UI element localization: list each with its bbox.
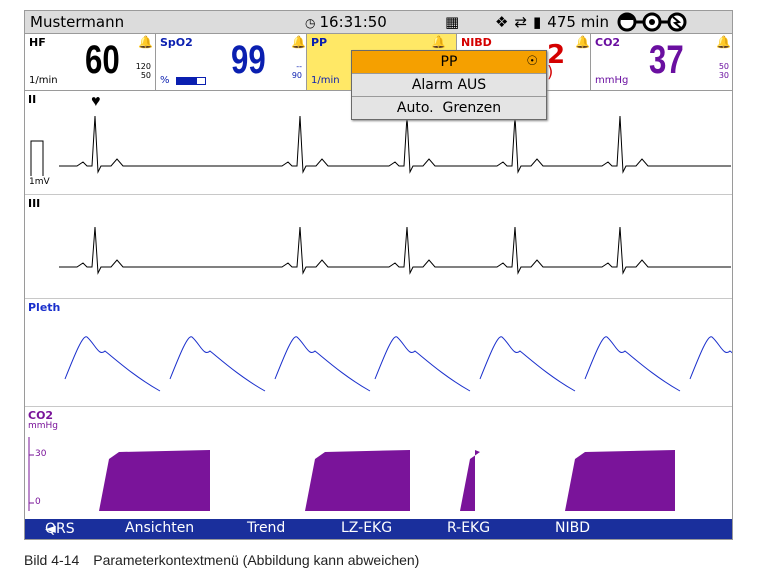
wave-ecg-iii-label: III xyxy=(28,197,41,210)
wave-co2-unit: mmHg xyxy=(28,421,59,431)
param-co2-unit: mmHg xyxy=(595,75,629,86)
pleth-trace xyxy=(64,336,732,392)
param-nibd-name: NIBD xyxy=(461,36,492,49)
param-nibd[interactable]: NIBD 2 ) 🔔 xyxy=(457,34,591,90)
param-nibd-fragment: 2 xyxy=(547,40,566,70)
wave-ecg-ii[interactable]: II ♥ 1mV xyxy=(25,91,732,195)
param-co2-low: 30 xyxy=(718,71,729,80)
param-pp-name: PP xyxy=(311,36,328,49)
bell-icon: 🔔 xyxy=(716,35,731,49)
param-spo2-value: 99 xyxy=(231,38,266,82)
param-spo2-unit: % xyxy=(160,75,170,86)
clock-time: 16:31:50 xyxy=(319,13,387,31)
param-spo2-limits: -- 90 xyxy=(280,62,302,80)
clock: ◷ 16:31:50 xyxy=(305,13,387,31)
menu-lz-ekg[interactable]: LZ-EKG xyxy=(341,520,393,536)
param-spo2-high: -- xyxy=(296,62,302,71)
monitor-screen: Mustermann ◷ 16:31:50 ▦ ❖ ⇄ ▮ 475 min xyxy=(24,10,733,540)
figure-caption-text: Parameterkontextmenü (Abbildung kann abw… xyxy=(93,552,420,568)
clock-icon: ◷ xyxy=(305,16,316,30)
menu-qrs-label: QRS xyxy=(45,521,75,537)
param-co2-limits: 50 30 xyxy=(707,62,729,80)
top-status-bar: Mustermann ◷ 16:31:50 ▦ ❖ ⇄ ▮ 475 min xyxy=(25,11,732,34)
param-hf-unit: 1/min xyxy=(29,75,58,86)
co2-trace xyxy=(28,437,675,511)
wave-ecg-iii[interactable]: III xyxy=(25,195,732,299)
context-menu-item-alarm-aus[interactable]: Alarm AUS xyxy=(352,74,546,97)
param-co2[interactable]: CO2 37 🔔 50 30 mmHg xyxy=(591,34,732,90)
bell-icon: 🔔 xyxy=(575,35,590,49)
menu-r-ekg[interactable]: R-EKG xyxy=(447,520,491,536)
ecg-ii-trace xyxy=(30,115,731,176)
context-menu-item-label: Auto. Grenzen xyxy=(396,100,502,116)
battery-icon: ▮ xyxy=(533,13,542,31)
wave-ecg-ii-label: II xyxy=(28,93,37,106)
param-co2-value: 37 xyxy=(649,38,684,82)
signal-quality-bar xyxy=(176,77,206,85)
sim-card-icon: ▦ xyxy=(445,13,460,31)
param-co2-name: CO2 xyxy=(595,36,621,49)
connection-chain-icon xyxy=(617,12,687,36)
runtime-value: 475 min xyxy=(547,13,609,31)
patient-name[interactable]: Mustermann xyxy=(30,13,125,31)
status-icons-2: ❖ ⇄ ▮ 475 min xyxy=(495,13,609,31)
status-icons: ▦ xyxy=(445,13,467,31)
wave-pleth[interactable]: Pleth xyxy=(25,299,732,407)
param-spo2[interactable]: SpO2 99 🔔 -- 90 % xyxy=(156,34,307,90)
context-menu-item-pp[interactable]: PP ☉ xyxy=(352,51,546,74)
param-hf-low: 50 xyxy=(140,71,151,80)
bell-icon: 🔔 xyxy=(138,35,153,49)
menu-trend[interactable]: Trend xyxy=(247,520,286,536)
param-hf[interactable]: HF 60 🔔 120 50 1/min xyxy=(25,34,156,90)
target-icon: ☉ xyxy=(526,54,538,69)
co2-tick-30: 30 xyxy=(35,449,47,459)
bell-icon: 🔔 xyxy=(431,35,446,49)
param-nibd-fragment2: ) xyxy=(547,62,554,81)
wave-co2[interactable]: CO2 mmHg 30 0 xyxy=(25,407,732,521)
menu-nibd[interactable]: NIBD xyxy=(555,520,590,536)
menu-ansichten[interactable]: Ansichten xyxy=(125,520,195,536)
bell-icon: 🔔 xyxy=(291,35,306,49)
param-pp-unit: 1/min xyxy=(311,75,340,86)
context-menu-item-auto-grenzen[interactable]: Auto. Grenzen xyxy=(352,97,546,119)
param-spo2-name: SpO2 xyxy=(160,36,193,49)
wireless-icon: ❖ xyxy=(495,13,509,31)
context-menu: PP ☉ Alarm AUS Auto. Grenzen xyxy=(351,50,547,120)
param-co2-high: 50 xyxy=(718,62,729,71)
param-spo2-low: 90 xyxy=(291,71,302,80)
co2-tick-0: 0 xyxy=(35,497,41,507)
wave-co2-label: CO2 xyxy=(28,409,54,422)
transfer-icon: ⇄ xyxy=(514,13,528,31)
figure-caption: Bild 4-14 Parameterkontextmenü (Abbildung… xyxy=(24,552,419,568)
param-hf-high: 120 xyxy=(135,62,151,71)
bottom-menu-bar: QRS ◄ Ansichten Trend LZ-EKG R-EKG NIBD xyxy=(25,519,732,539)
heart-icon: ♥ xyxy=(91,93,101,110)
param-hf-name: HF xyxy=(29,36,46,49)
context-menu-item-label: Alarm AUS xyxy=(411,77,487,93)
scale-label: 1mV xyxy=(29,177,50,187)
figure-number: Bild 4-14 xyxy=(24,552,80,568)
ecg-iii-trace xyxy=(59,226,731,275)
speaker-icon: ◄ xyxy=(45,521,56,537)
wave-pleth-label: Pleth xyxy=(28,301,61,314)
param-hf-value: 60 xyxy=(85,38,120,82)
param-hf-limits: 120 50 xyxy=(129,62,151,80)
context-menu-item-label: PP xyxy=(440,54,458,70)
